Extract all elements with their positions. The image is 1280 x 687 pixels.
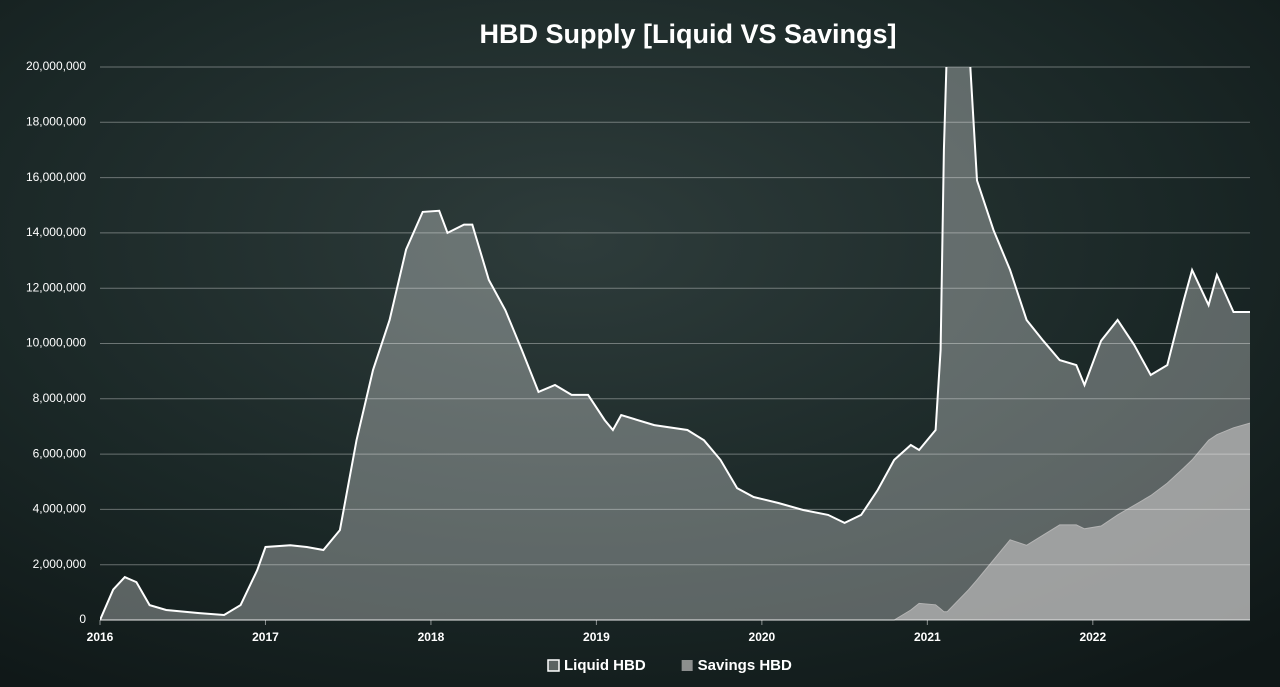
y-tick-label: 2,000,000 [33,557,87,571]
x-tick-label: 2019 [583,630,610,644]
area-fill [100,423,1250,620]
legend-label: Liquid HBD [564,657,646,674]
x-tick-label: 2020 [749,630,776,644]
y-tick-label: 18,000,000 [26,114,86,128]
x-tick-label: 2016 [87,630,114,644]
y-tick-label: 6,000,000 [33,446,87,460]
y-tick-label: 8,000,000 [33,391,87,405]
y-tick-label: 14,000,000 [26,225,86,239]
x-tick-label: 2017 [252,630,279,644]
x-tick-label: 2022 [1079,630,1106,644]
y-tick-label: 4,000,000 [33,502,87,516]
series-line [100,67,1250,621]
legend-swatch [681,660,693,671]
y-tick-label: 12,000,000 [26,280,86,294]
x-tick-label: 2021 [914,630,941,644]
area-fill [100,67,1250,620]
legend-label: Savings HBD [698,657,792,674]
y-tick-label: 10,000,000 [26,336,86,350]
y-tick-label: 0 [79,612,86,626]
chart-title: HBD Supply [Liquid VS Savings] [479,19,896,49]
y-tick-label: 16,000,000 [26,170,86,184]
y-tick-label: 20,000,000 [26,59,86,73]
x-tick-label: 2018 [418,630,445,644]
legend-swatch [547,659,560,672]
